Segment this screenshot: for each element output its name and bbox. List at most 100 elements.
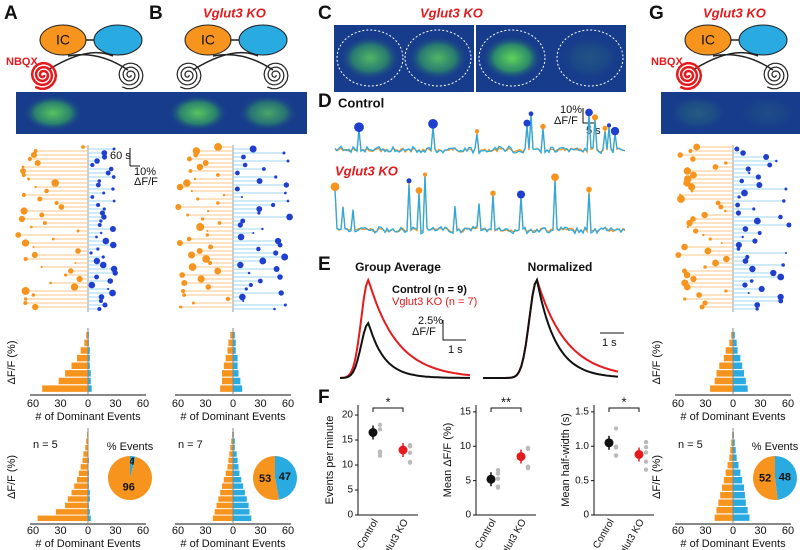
raster-dot: [270, 202, 276, 208]
x-tick-label: Control: [591, 517, 617, 550]
raster-dot: [683, 271, 691, 279]
raster-dot: [261, 227, 264, 231]
scale-label: 1 s: [448, 344, 463, 356]
raster-dot: [68, 268, 74, 274]
x-tick-label: 30: [754, 398, 766, 410]
x-tick-label: 30: [109, 525, 121, 537]
x-tick-label: 30: [199, 398, 211, 410]
hist-bar: [58, 377, 88, 385]
x-tick-label: Vglut3 KO: [615, 517, 647, 550]
hist-bar: [65, 370, 88, 377]
panel-title: Vglut3 KO: [420, 5, 483, 20]
scale-bar: [129, 148, 140, 167]
raster-dot: [240, 218, 246, 224]
raster-dot: [718, 204, 724, 210]
sample-dot: [495, 467, 501, 473]
raster-dot: [70, 283, 79, 291]
event-dot: [415, 187, 423, 194]
raster-dot: [101, 154, 108, 160]
hist-bar: [78, 470, 88, 477]
raster-dot: [770, 269, 777, 277]
raster-dot: [76, 229, 80, 233]
raster-dot: [102, 191, 106, 195]
x-tick-label: 0: [85, 398, 91, 410]
panel-letter: A: [4, 3, 18, 24]
pie-slice: [130, 456, 136, 478]
raster-dot: [237, 222, 243, 228]
event-dot: [474, 129, 480, 134]
avg-trace: [483, 277, 619, 379]
raster-dot: [259, 257, 267, 265]
raster-dot: [23, 297, 28, 301]
raster-dot: [239, 293, 246, 301]
raster-dot: [98, 294, 105, 300]
raster-dot: [234, 186, 240, 192]
raster-dot: [101, 214, 107, 220]
raster-dot: [102, 207, 106, 211]
x-axis-label: # of Dominant Events: [35, 538, 141, 550]
hist-bar: [733, 514, 750, 521]
mean-dot: [516, 452, 526, 462]
hist-bar: [733, 377, 746, 385]
hist-bar: [227, 464, 233, 470]
raster-dot: [202, 255, 210, 263]
raster-dot: [749, 279, 754, 283]
raster-dot: [715, 200, 721, 206]
glow: [482, 36, 542, 80]
x-tick-label: 0: [230, 525, 236, 537]
hist-bar: [233, 496, 247, 502]
x-tick-label: 30: [699, 398, 711, 410]
raster-dot: [686, 225, 690, 229]
sig-label: *: [385, 394, 390, 409]
sample-dot: [643, 459, 649, 464]
raster-dot: [15, 232, 22, 238]
hist-bar: [733, 492, 745, 499]
raster-dot: [88, 281, 96, 289]
sample-dot: [407, 442, 413, 448]
y-tick-label: 0.5: [575, 475, 589, 486]
hist-bar: [733, 477, 743, 484]
hist-bar: [233, 470, 240, 477]
hist-bar: [77, 477, 88, 483]
y-tick-label: 0: [465, 510, 471, 521]
x-axis-label: # of Dominant Events: [35, 411, 141, 423]
raster-dot: [741, 189, 748, 197]
raster-dot: [257, 278, 263, 284]
hist-bar: [218, 496, 233, 502]
raster-dot: [281, 253, 289, 261]
pie-label: 52: [759, 473, 771, 485]
scale-label: ΔF/F: [554, 115, 578, 127]
raster-dot: [30, 151, 37, 159]
raster-dot: [81, 145, 85, 149]
hist-bar: [225, 470, 233, 477]
raster-dot: [249, 145, 257, 153]
raster-dot: [208, 260, 213, 266]
y-axis-label: ΔF/F (%): [6, 455, 18, 499]
raster-dot: [188, 251, 196, 259]
pie-label: 48: [779, 471, 791, 483]
raster-dot: [217, 221, 222, 225]
hist-bar: [714, 377, 733, 385]
y-tick-label: 15: [460, 407, 472, 418]
hist-bar: [227, 347, 233, 354]
event-dot: [406, 178, 412, 184]
scale-label: 1 s: [602, 337, 617, 349]
hist-bar: [88, 515, 91, 522]
hist-bar: [233, 385, 243, 392]
hist-bar: [37, 515, 88, 522]
hist-bar: [233, 339, 236, 347]
event-dot: [516, 190, 526, 199]
raster-dot: [277, 242, 283, 248]
pie-slice: [252, 456, 280, 501]
n-label: n = 7: [178, 439, 203, 451]
raster-dot: [96, 247, 100, 251]
raster-dot: [112, 147, 116, 151]
sample-dot: [495, 476, 501, 481]
hist-bar: [42, 385, 88, 392]
hist-bar: [733, 484, 744, 491]
hist-bar: [230, 444, 233, 451]
event-dot: [490, 190, 496, 196]
pie-title: % Events: [752, 441, 799, 453]
raster-dot: [111, 187, 115, 191]
hist-bar: [220, 489, 233, 496]
